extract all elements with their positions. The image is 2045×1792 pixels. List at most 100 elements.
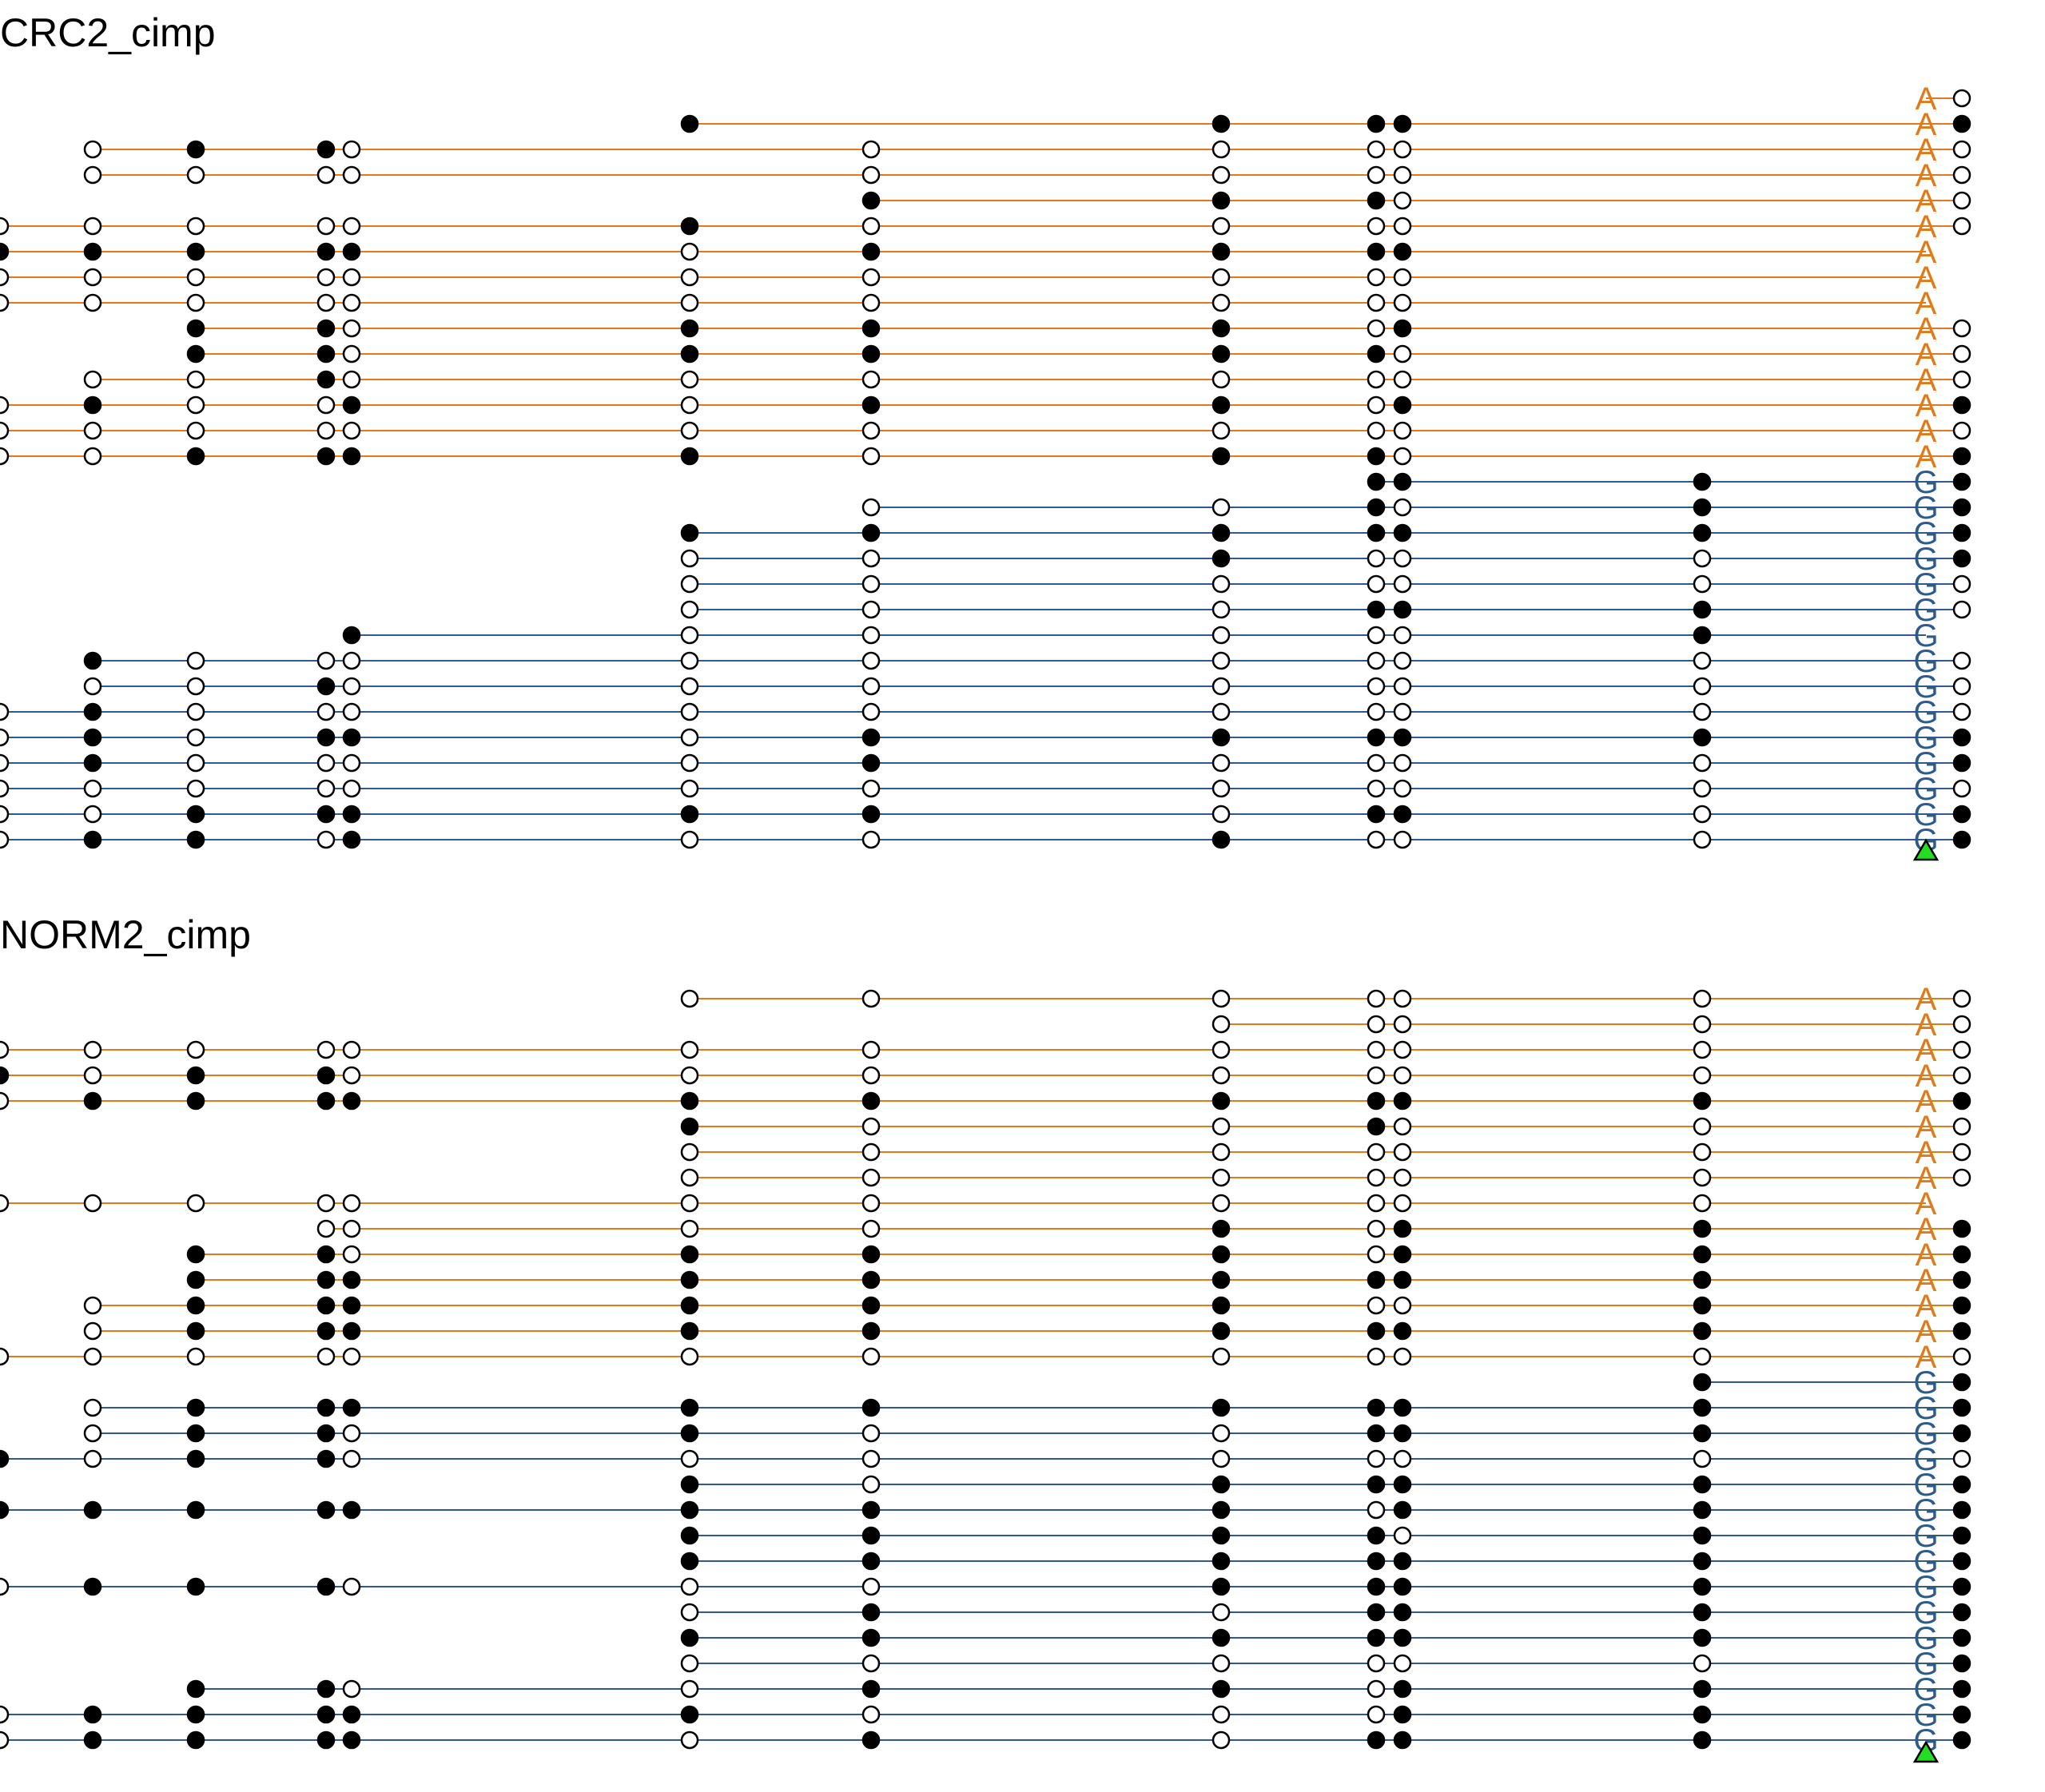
cpg-methylated (186, 1245, 205, 1264)
cpg-unmethylated (0, 1040, 10, 1059)
read-rows: AAAAAAAAAAAAAAAGGGGGGGGGGGGGGG (0, 81, 1971, 858)
snp-allele-label: G (1913, 721, 1938, 756)
cpg-methylated (861, 1296, 881, 1315)
cpg-methylated (680, 1628, 699, 1647)
snp-allele-label: A (1916, 209, 1937, 244)
cpg-unmethylated (0, 268, 10, 287)
snp-allele-label: A (1916, 982, 1937, 1017)
cpg-methylated (1952, 1526, 1971, 1545)
cpg-methylated (680, 1500, 699, 1520)
cpg-unmethylated (83, 1296, 102, 1315)
cpg-unmethylated (1952, 217, 1971, 236)
cpg-unmethylated (342, 1066, 361, 1085)
cpg-methylated (1393, 600, 1412, 619)
cpg-unmethylated (316, 1040, 336, 1059)
cpg-methylated (83, 753, 102, 773)
cpg-methylated (342, 805, 361, 824)
cpg-methylated (1211, 1091, 1231, 1111)
cpg-unmethylated (186, 217, 205, 236)
cpg-unmethylated (1211, 600, 1231, 619)
cpg-unmethylated (680, 574, 699, 594)
cpg-methylated (1693, 1424, 1712, 1443)
cpg-unmethylated (316, 1347, 336, 1366)
cpg-methylated (1952, 1654, 1971, 1673)
cpg-methylated (1393, 1219, 1412, 1238)
cpg-methylated (1393, 1321, 1412, 1341)
cpg-methylated (680, 447, 699, 466)
cpg-methylated (680, 344, 699, 364)
cpg-methylated (1367, 1526, 1386, 1545)
snp-allele-label: A (1916, 414, 1937, 449)
cpg-methylated (316, 1321, 336, 1341)
cpg-methylated (1367, 1117, 1386, 1136)
cpg-methylated (186, 140, 205, 159)
cpg-unmethylated (1211, 1449, 1231, 1468)
cpg-methylated (1211, 549, 1231, 568)
cpg-unmethylated (1211, 293, 1231, 312)
cpg-unmethylated (1367, 626, 1386, 645)
cpg-unmethylated (1367, 140, 1386, 159)
cpg-unmethylated (186, 1194, 205, 1213)
cpg-unmethylated (861, 574, 881, 594)
cpg-methylated (680, 1245, 699, 1264)
cpg-unmethylated (1693, 574, 1712, 594)
cpg-unmethylated (83, 1398, 102, 1417)
cpg-unmethylated (342, 319, 361, 338)
cpg-unmethylated (1393, 1347, 1412, 1366)
cpg-unmethylated (342, 421, 361, 440)
cpg-unmethylated (342, 165, 361, 185)
cpg-unmethylated (83, 140, 102, 159)
cpg-unmethylated (861, 140, 881, 159)
cpg-unmethylated (1952, 779, 1971, 798)
cpg-methylated (186, 344, 205, 364)
cpg-unmethylated (680, 677, 699, 696)
cpg-methylated (1367, 191, 1386, 210)
cpg-unmethylated (1367, 1194, 1386, 1213)
cpg-methylated (1211, 242, 1231, 261)
cpg-methylated (1952, 1219, 1971, 1238)
cpg-unmethylated (1693, 779, 1712, 798)
cpg-unmethylated (861, 1117, 881, 1136)
cpg-unmethylated (0, 1705, 10, 1724)
cpg-methylated (316, 1705, 336, 1724)
cpg-unmethylated (1393, 165, 1412, 185)
cpg-methylated (861, 1270, 881, 1289)
cpg-unmethylated (1211, 421, 1231, 440)
cpg-unmethylated (1211, 498, 1231, 517)
cpg-unmethylated (0, 728, 10, 747)
cpg-unmethylated (1952, 1449, 1971, 1468)
cpg-unmethylated (861, 779, 881, 798)
cpg-unmethylated (861, 1066, 881, 1085)
snp-allele-label: A (1916, 439, 1937, 475)
cpg-methylated (83, 242, 102, 261)
cpg-unmethylated (1367, 1679, 1386, 1699)
cpg-unmethylated (0, 1091, 10, 1111)
cpg-unmethylated (342, 677, 361, 696)
cpg-methylated (186, 805, 205, 824)
cpg-unmethylated (861, 268, 881, 287)
cpg-unmethylated (861, 989, 881, 1008)
cpg-methylated (680, 1091, 699, 1111)
cpg-unmethylated (1952, 1168, 1971, 1187)
cpg-unmethylated (1393, 677, 1412, 696)
cpg-methylated (1393, 1603, 1412, 1622)
cpg-methylated (861, 191, 881, 210)
cpg-methylated (316, 344, 336, 364)
cpg-unmethylated (680, 728, 699, 747)
cpg-unmethylated (1393, 1296, 1412, 1315)
cpg-unmethylated (1367, 1066, 1386, 1085)
cpg-methylated (1952, 1500, 1971, 1520)
snp-allele-label: A (1916, 1033, 1937, 1068)
cpg-unmethylated (83, 370, 102, 389)
cpg-methylated (1367, 600, 1386, 619)
cpg-unmethylated (1211, 1705, 1231, 1724)
cpg-unmethylated (342, 1219, 361, 1238)
cpg-unmethylated (680, 1066, 699, 1085)
cpg-methylated (1211, 1552, 1231, 1571)
cpg-methylated (0, 1500, 10, 1520)
cpg-methylated (1952, 830, 1971, 849)
snp-allele-label: A (1916, 1135, 1937, 1170)
cpg-unmethylated (680, 1449, 699, 1468)
cpg-unmethylated (316, 702, 336, 721)
cpg-methylated (1393, 319, 1412, 338)
